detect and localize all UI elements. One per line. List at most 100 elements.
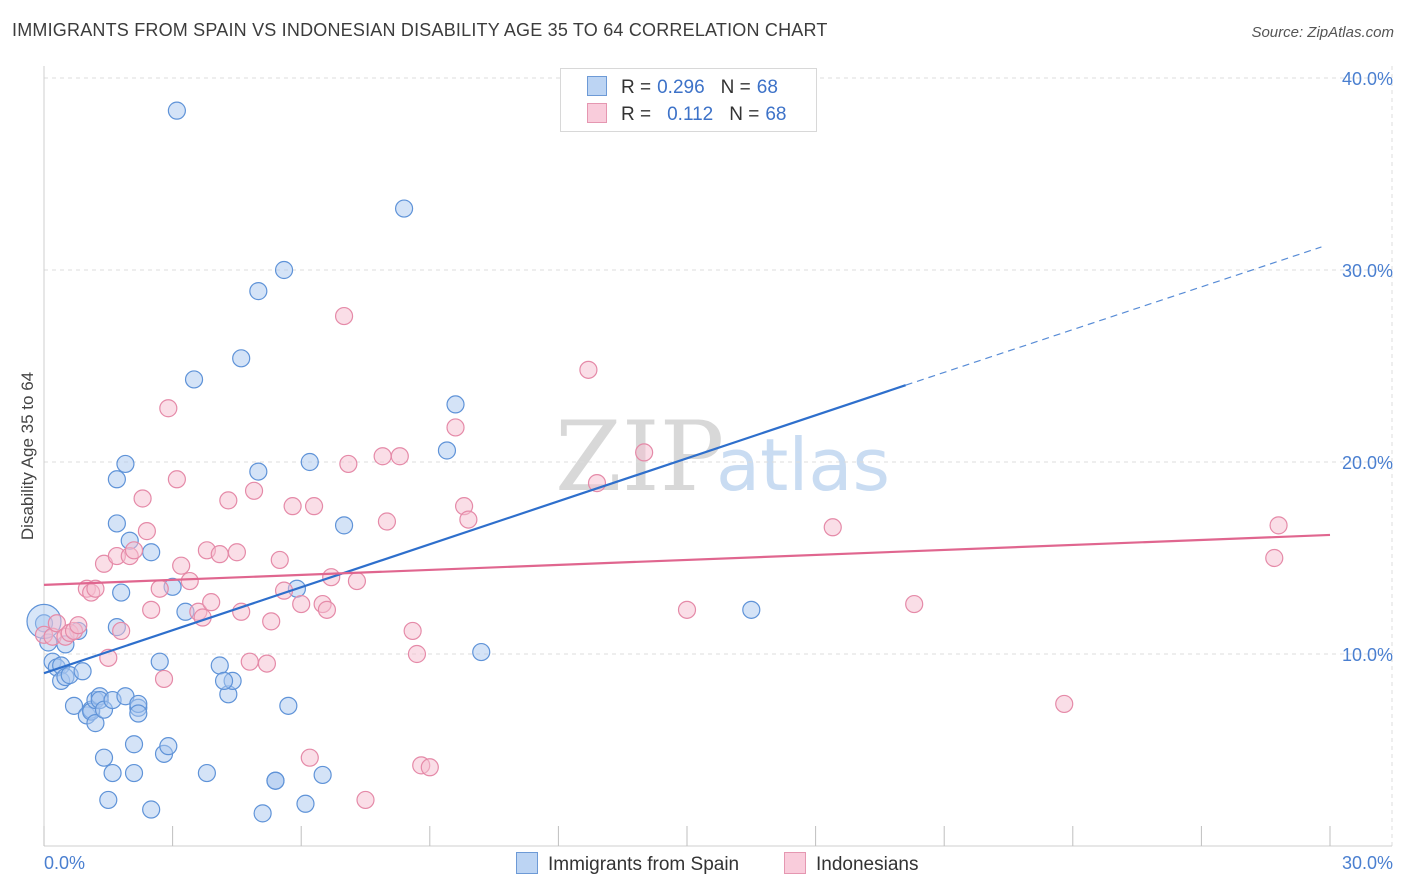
data-point-immigrants-from-spain <box>249 282 268 301</box>
data-point-immigrants-from-spain <box>446 395 465 414</box>
data-point-immigrants-from-spain <box>232 349 251 368</box>
data-point-indonesians <box>142 600 161 619</box>
data-point-indonesians <box>579 360 598 379</box>
data-point-indonesians <box>219 491 238 510</box>
data-point-indonesians <box>283 497 302 516</box>
series-indonesians <box>34 306 1288 810</box>
data-point-indonesians <box>227 543 246 562</box>
data-point-immigrants-from-spain <box>73 662 92 681</box>
legend-r-label: R = <box>621 77 652 98</box>
tick-labels: 10.0% 20.0% 30.0% 40.0% 0.0% 30.0% <box>44 69 1393 873</box>
data-point-indonesians <box>905 594 924 614</box>
data-point-indonesians <box>334 306 354 326</box>
data-point-indonesians <box>459 510 478 529</box>
data-point-indonesians <box>1055 694 1074 714</box>
legend-row-blue: R = 0.296 N = 68 <box>587 76 778 100</box>
data-point-immigrants-from-spain <box>210 656 229 675</box>
data-point-immigrants-from-spain <box>94 748 114 767</box>
data-point-indonesians <box>407 644 427 664</box>
data-point-indonesians <box>172 556 191 575</box>
legend-item-immigrants-from-spain[interactable]: Immigrants from Spain <box>516 852 739 876</box>
source-label: Source: ZipAtlas.com <box>1251 24 1394 41</box>
trend-line-indonesians <box>43 533 1331 586</box>
data-point-indonesians <box>823 518 842 537</box>
watermark-atlas: atlas <box>716 423 890 507</box>
axes <box>43 66 1392 847</box>
y-tick-label: 10.0% <box>1342 645 1393 665</box>
legend-swatch-blue <box>516 852 538 874</box>
legend-label: Indonesians <box>816 854 919 875</box>
legend-r-value: 0.112 <box>667 104 714 125</box>
data-point-indonesians <box>240 652 259 671</box>
data-point-indonesians <box>159 399 178 418</box>
data-point-immigrants-from-spain <box>112 583 131 602</box>
data-point-immigrants-from-spain <box>253 804 272 823</box>
legend-swatch-pink <box>587 103 607 123</box>
data-point-indonesians <box>180 571 199 591</box>
data-point-immigrants-from-spain <box>103 763 122 783</box>
trend-line-extension <box>905 246 1322 386</box>
data-point-indonesians <box>202 593 221 612</box>
data-point-indonesians <box>390 447 409 466</box>
y-tick-label: 30.0% <box>1342 261 1393 281</box>
data-point-indonesians <box>373 447 392 466</box>
data-point-indonesians <box>339 454 358 474</box>
y-tick-label: 20.0% <box>1342 453 1393 473</box>
data-point-indonesians <box>137 522 156 541</box>
data-point-immigrants-from-spain <box>167 101 186 120</box>
data-point-immigrants-from-spain <box>472 642 491 662</box>
data-point-immigrants-from-spain <box>116 454 135 474</box>
data-point-indonesians <box>262 612 281 631</box>
legend-label: Immigrants from Spain <box>548 854 740 875</box>
legend-item-indonesians[interactable]: Indonesians <box>784 852 918 876</box>
data-point-immigrants-from-spain <box>266 771 285 790</box>
data-point-immigrants-from-spain <box>334 516 354 535</box>
data-point-indonesians <box>347 571 367 591</box>
legend-n-value: 68 <box>765 104 787 125</box>
x-tick-label: 30.0% <box>1342 853 1393 873</box>
data-point-immigrants-from-spain <box>99 790 118 810</box>
legend-r-label: R = <box>621 104 652 125</box>
chart-title: IMMIGRANTS FROM SPAIN VS INDONESIAN DISA… <box>12 20 828 40</box>
data-point-indonesians <box>317 600 337 619</box>
series-immigrants-from-spain <box>26 101 761 823</box>
y-tick-label: 40.0% <box>1342 69 1393 89</box>
legend-n-label: N = <box>729 104 760 125</box>
data-point-immigrants-from-spain <box>394 199 414 218</box>
trend-line-immigrants-from-spain <box>43 384 906 675</box>
legend-swatch-pink <box>784 852 806 874</box>
data-point-indonesians <box>377 512 397 531</box>
data-point-indonesians <box>403 621 422 641</box>
data-point-immigrants-from-spain <box>313 765 332 785</box>
data-point-immigrants-from-spain <box>184 370 204 389</box>
data-point-immigrants-from-spain <box>159 737 178 756</box>
data-point-immigrants-from-spain <box>124 763 144 783</box>
data-point-indonesians <box>304 497 324 516</box>
data-point-indonesians <box>420 758 439 777</box>
data-point-indonesians <box>1265 548 1284 568</box>
x-tick-label: 0.0% <box>44 853 85 873</box>
data-point-indonesians <box>154 669 174 689</box>
data-point-indonesians <box>112 621 131 641</box>
data-point-immigrants-from-spain <box>249 462 268 481</box>
data-point-immigrants-from-spain <box>142 543 161 562</box>
data-point-immigrants-from-spain <box>107 470 126 489</box>
data-point-immigrants-from-spain <box>150 652 169 671</box>
data-point-indonesians <box>210 545 229 564</box>
data-point-indonesians <box>232 602 251 621</box>
data-point-indonesians <box>124 541 144 560</box>
data-point-indonesians <box>446 418 465 437</box>
data-point-immigrants-from-spain <box>279 696 298 715</box>
legend-row-pink: R = 0.112 N = 68 <box>587 103 787 127</box>
data-point-immigrants-from-spain <box>742 600 761 619</box>
data-point-indonesians <box>292 594 311 614</box>
data-point-indonesians <box>47 614 66 633</box>
data-point-indonesians <box>133 489 152 508</box>
trend-lines <box>43 246 1331 675</box>
data-point-indonesians <box>677 600 697 619</box>
watermark: ZIP atlas <box>555 401 890 513</box>
data-point-immigrants-from-spain <box>296 794 315 813</box>
data-point-immigrants-from-spain <box>300 452 319 472</box>
data-point-indonesians <box>635 443 654 462</box>
